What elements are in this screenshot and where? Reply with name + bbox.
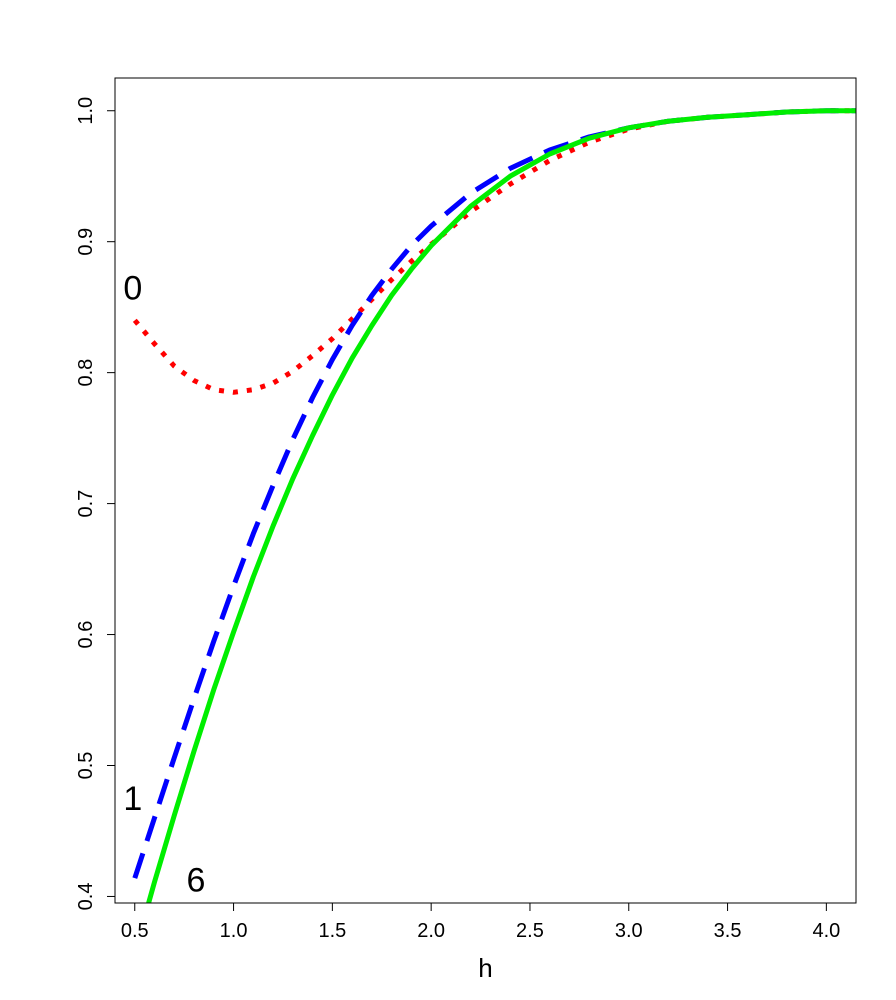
y-tick-label: 0.5 bbox=[75, 752, 97, 780]
x-tick-label: 1.5 bbox=[318, 920, 346, 942]
curves-layer bbox=[132, 108, 856, 903]
x-tick-label: 3.0 bbox=[615, 920, 643, 942]
y-tick-label: 0.4 bbox=[75, 883, 97, 911]
plot-frame bbox=[114, 77, 857, 904]
series-line-0 bbox=[132, 108, 856, 395]
x-axis: 0.5 1.0 1.5 2.0 2.5 3.0 3.5 4.0 bbox=[121, 902, 840, 942]
x-tick-label: 0.5 bbox=[121, 920, 149, 942]
series-line-6 bbox=[146, 108, 856, 903]
series-line-1 bbox=[132, 108, 856, 879]
y-tick-label: 1.0 bbox=[75, 97, 97, 125]
x-tick-label: 2.0 bbox=[417, 920, 445, 942]
x-tick-label: 4.0 bbox=[812, 920, 840, 942]
y-tick-label: 0.9 bbox=[75, 228, 97, 256]
y-axis: 0.4 0.5 0.6 0.7 0.8 0.9 1.0 bbox=[75, 97, 116, 911]
x-tick-label: 2.5 bbox=[516, 920, 544, 942]
curve-label-1: 1 bbox=[123, 780, 142, 818]
y-tick-label: 0.8 bbox=[75, 359, 97, 387]
y-tick-label: 0.7 bbox=[75, 490, 97, 518]
x-axis-title: h bbox=[478, 953, 492, 983]
annotation-layer: 0 1 6 bbox=[123, 270, 205, 900]
y-tick-label: 0.6 bbox=[75, 621, 97, 649]
x-tick-label: 1.0 bbox=[220, 920, 248, 942]
curve-label-6: 6 bbox=[187, 861, 206, 899]
x-tick-label: 3.5 bbox=[714, 920, 742, 942]
curve-label-0: 0 bbox=[123, 270, 142, 308]
